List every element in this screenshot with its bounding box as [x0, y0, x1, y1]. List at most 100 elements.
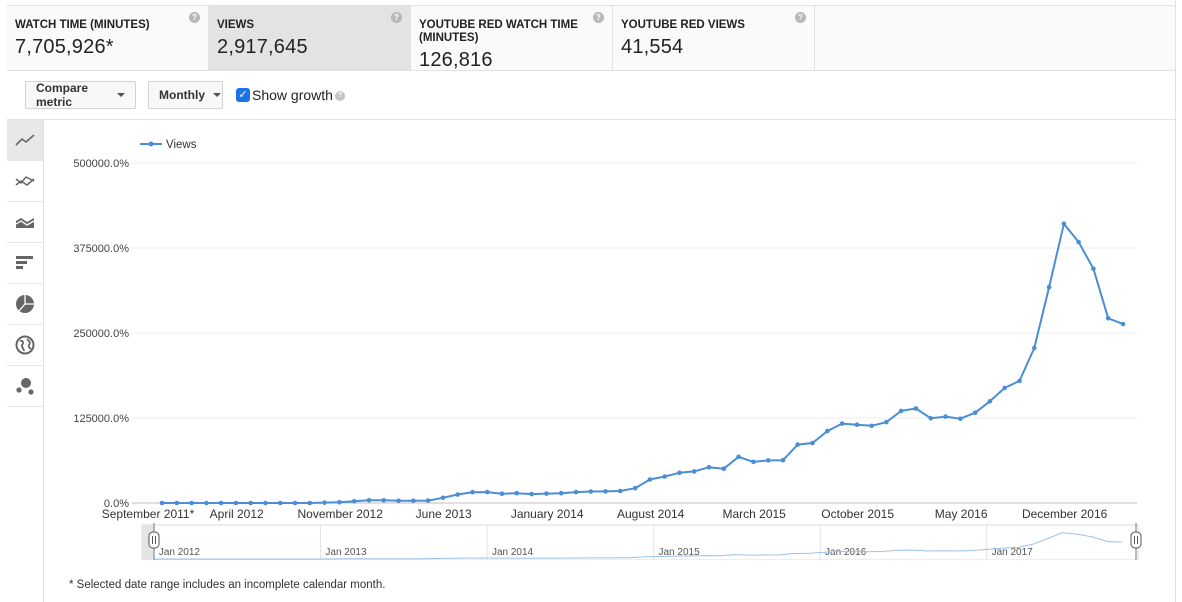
data-point: [869, 423, 874, 429]
data-point: [1002, 385, 1007, 391]
x-tick-label: June 2013: [416, 507, 472, 521]
metric-card-watch-time[interactable]: WATCH TIME (MINUTES) 7,705,926* ?: [7, 6, 209, 70]
data-point: [322, 500, 327, 505]
y-tick-label: 0.0%: [104, 498, 129, 510]
metrics-bar: WATCH TIME (MINUTES) 7,705,926* ? VIEWS …: [7, 5, 1175, 71]
navigator-left-handle: [148, 531, 160, 549]
x-tick-label: September 2011*: [102, 507, 195, 521]
data-point: [1105, 316, 1111, 321]
data-point: [795, 442, 800, 447]
bubble-chart-icon: [16, 378, 34, 395]
y-tick-label: 500000.0%: [73, 158, 129, 170]
data-point: [218, 500, 224, 506]
x-tick-label: August 2014: [617, 507, 685, 521]
help-icon[interactable]: ?: [795, 12, 806, 23]
map-button[interactable]: [7, 325, 43, 366]
multiline-chart-icon: [15, 176, 35, 186]
pie-chart-icon: [16, 295, 34, 313]
compare-metric-button[interactable]: Compare metric: [25, 81, 136, 109]
bubble-chart-button[interactable]: [7, 366, 43, 407]
data-point: [189, 500, 194, 506]
navigator-label: Jan 2013: [325, 547, 367, 558]
data-point: [174, 500, 180, 506]
navigator-label: Jan 2012: [159, 547, 201, 558]
legend-marker: [148, 141, 154, 147]
bar-chart-button[interactable]: [7, 243, 43, 284]
show-growth-label[interactable]: Show growth: [252, 87, 333, 103]
data-point: [499, 491, 505, 497]
metric-label: VIEWS: [217, 19, 255, 31]
period-dropdown[interactable]: Monthly: [148, 81, 223, 109]
data-point: [751, 459, 756, 465]
data-point: [1061, 221, 1067, 227]
data-point: [810, 440, 815, 446]
metric-value: 7,705,926*: [15, 36, 114, 58]
data-point: [588, 489, 594, 494]
metric-value: 2,917,645: [217, 36, 308, 58]
navigator-label: Jan 2017: [992, 547, 1034, 558]
series-line-views: [162, 222, 1124, 504]
data-point: [381, 498, 387, 503]
data-point: [677, 470, 682, 476]
show-growth-checkbox[interactable]: ✓: [236, 88, 250, 102]
y-tick-label: 375000.0%: [73, 243, 129, 255]
line-chart-icon: [15, 134, 35, 146]
data-point: [233, 500, 239, 506]
data-point: [514, 490, 520, 496]
data-point: [485, 489, 490, 495]
y-tick-label: 250000.0%: [73, 328, 129, 340]
help-icon[interactable]: ?: [189, 12, 200, 23]
line-chart: 0.0% 125000.0% 250000.0% 375000.0% 500000.0%…: [45, 120, 1175, 564]
metric-card-views[interactable]: VIEWS 2,917,645 ?: [209, 6, 411, 70]
compare-metric-label: Compare metric: [36, 81, 89, 109]
metric-card-red-watch-time[interactable]: YOUTUBE RED WATCH TIME (MINUTES) 126,816…: [411, 6, 613, 71]
x-tick-label: April 2012: [210, 507, 264, 521]
help-icon[interactable]: ?: [391, 12, 402, 23]
data-point: [972, 410, 978, 416]
data-point: [736, 454, 741, 460]
line-chart-button[interactable]: [7, 120, 43, 161]
x-tick-label: May 2016: [935, 507, 988, 521]
data-point: [366, 498, 372, 503]
data-point: [1017, 378, 1022, 384]
navigator-label: Jan 2015: [658, 547, 700, 558]
pie-chart-button[interactable]: [7, 284, 43, 325]
data-point: [913, 406, 919, 411]
navigator-series: [154, 532, 1123, 560]
data-point: [691, 469, 697, 474]
data-point: [1120, 321, 1126, 327]
y-tick-label: 125000.0%: [73, 413, 129, 425]
metric-value: 126,816: [419, 49, 493, 71]
help-icon[interactable]: ?: [593, 12, 604, 23]
data-point: [278, 500, 283, 506]
data-point: [263, 500, 268, 506]
data-point: [884, 419, 889, 425]
data-point: [618, 488, 623, 494]
data-point: [248, 500, 253, 506]
x-tick-label: November 2012: [298, 507, 384, 521]
data-point: [159, 500, 165, 506]
period-label: Monthly: [159, 88, 205, 102]
chevron-down-icon: [213, 93, 221, 97]
legend-label: Views: [166, 139, 197, 151]
data-point: [440, 495, 446, 501]
stacked-area-button[interactable]: [7, 202, 43, 243]
multiline-chart-button[interactable]: [7, 161, 43, 202]
data-point: [603, 489, 608, 494]
metric-card-red-views[interactable]: YOUTUBE RED VIEWS 41,554 ?: [613, 6, 815, 70]
data-point: [573, 489, 579, 495]
footnote: * Selected date range includes an incomp…: [69, 579, 386, 591]
x-tick-label: March 2015: [722, 507, 786, 521]
data-point: [337, 500, 342, 505]
data-point: [204, 500, 209, 506]
data-point: [425, 498, 431, 503]
help-icon[interactable]: ?: [335, 91, 345, 101]
navigator-label: Jan 2014: [492, 547, 534, 558]
data-point: [706, 464, 712, 470]
data-point: [470, 489, 475, 495]
data-point: [307, 500, 313, 506]
metric-label: YOUTUBE RED VIEWS: [621, 19, 745, 31]
navigator-label: Jan 2016: [825, 547, 867, 558]
chart-canvas: 0.0% 125000.0% 250000.0% 375000.0% 500000.0%…: [73, 139, 1142, 564]
metric-label: WATCH TIME (MINUTES): [15, 19, 150, 31]
